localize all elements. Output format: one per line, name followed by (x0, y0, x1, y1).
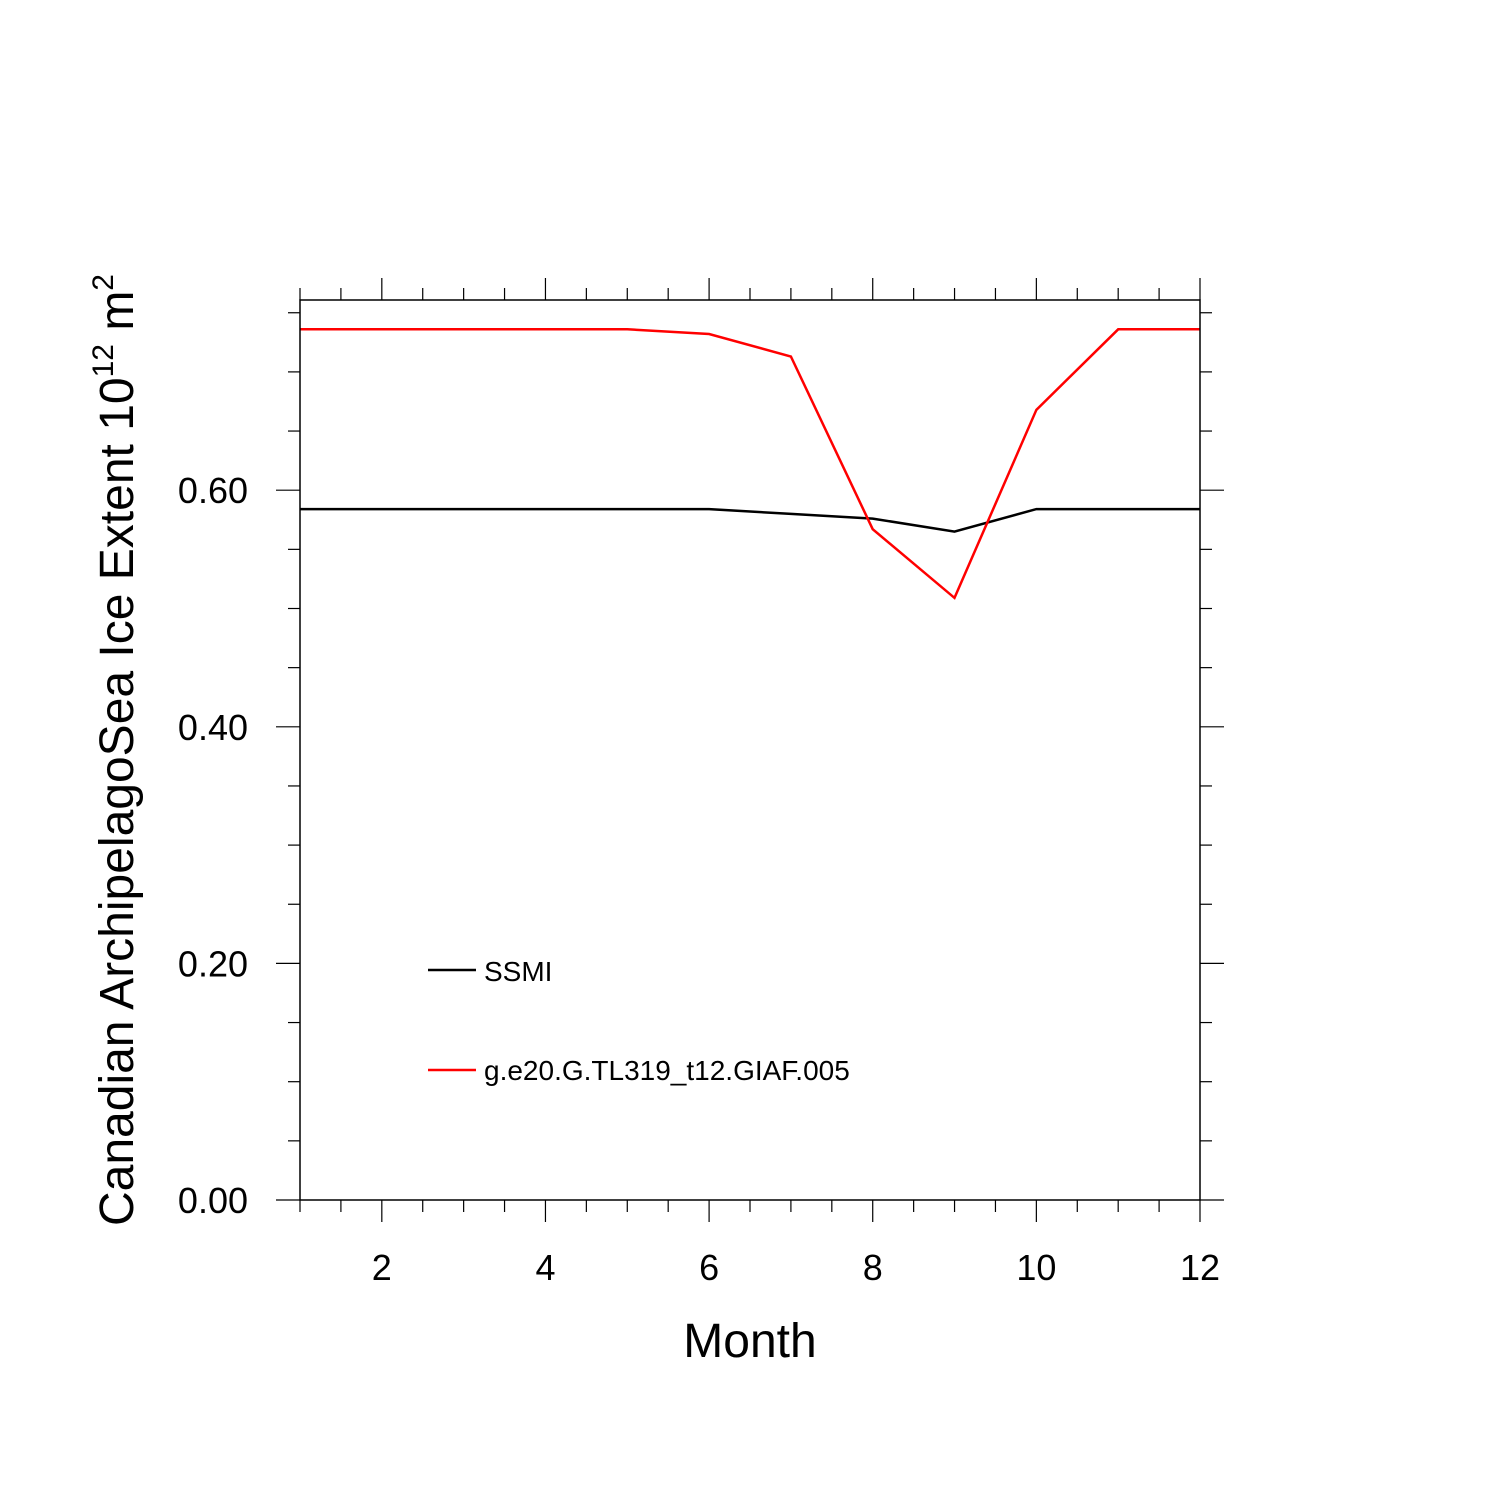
series-line-ssmi (300, 507, 1200, 533)
y-axis-title-main: Canadian ArchipelagoSea Ice Extent 10 (91, 377, 144, 1226)
legend-label-model: g.e20.G.TL319_t12.GIAF.005 (484, 1055, 850, 1086)
y-axis-title-exp2: 2 (87, 274, 120, 291)
x-tick-label: 6 (699, 1247, 719, 1288)
series-lines (300, 328, 1200, 600)
axis-ticks (276, 278, 1224, 1222)
tick-labels: 2 4 6 8 10 12 0.00 0.20 0.40 0.60 (178, 470, 1220, 1288)
y-tick-label: 0.20 (178, 943, 248, 984)
y-tick-label: 0.40 (178, 707, 248, 748)
legend-label-ssmi: SSMI (484, 956, 552, 987)
y-axis-title: Canadian ArchipelagoSea Ice Extent 1012 … (87, 274, 144, 1226)
x-tick-label: 4 (535, 1247, 555, 1288)
legend: SSMI g.e20.G.TL319_t12.GIAF.005 (428, 956, 850, 1086)
x-tick-label: 2 (372, 1247, 392, 1288)
plot-frame (299, 299, 1201, 1201)
y-tick-label: 0.60 (178, 470, 248, 511)
series-line-model (300, 328, 1200, 600)
y-tick-label: 0.00 (178, 1180, 248, 1221)
y-axis-title-unit: m (91, 291, 144, 344)
x-axis-title: Month (683, 1315, 816, 1368)
x-tick-label: 12 (1180, 1247, 1220, 1288)
x-tick-label: 10 (1016, 1247, 1056, 1288)
y-axis-title-exp1: 12 (87, 344, 120, 377)
x-tick-label: 8 (863, 1247, 883, 1288)
